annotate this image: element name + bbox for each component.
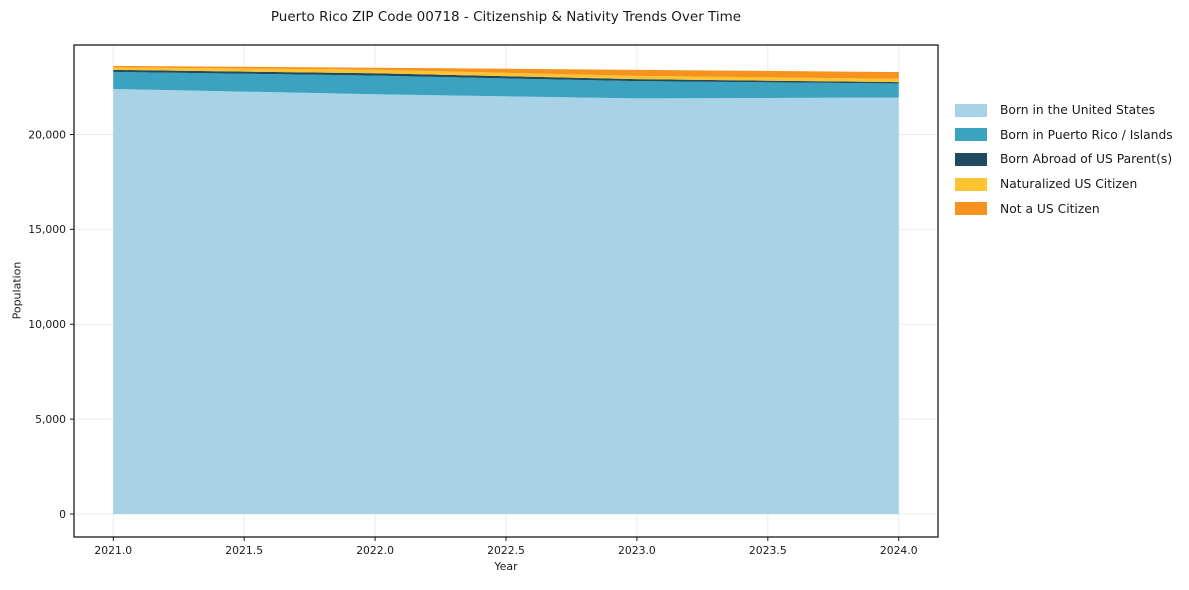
y-tick-label: 15,000 [28,223,66,236]
area-series-4 [113,65,899,79]
y-tick-label: 10,000 [28,318,66,331]
y-tick-label: 0 [59,508,66,521]
legend-item: Naturalized US Citizen [955,172,1173,197]
x-tick-label: 2021.5 [225,544,263,557]
legend-item: Born Abroad of US Parent(s) [955,147,1173,172]
y-tick-label: 20,000 [28,128,66,141]
legend-swatch-born-in-us [955,103,987,117]
x-tick-label: 2022.0 [356,544,394,557]
x-tick-label: 2023.5 [749,544,787,557]
legend-swatch-born-abroad [955,152,987,166]
legend-swatch-naturalized [955,177,987,191]
legend-label: Not a US Citizen [1000,201,1100,216]
x-axis-label: Year [494,560,518,573]
y-axis-label: Population [10,261,24,320]
x-tick-label: 2022.5 [487,544,525,557]
area-series-3 [113,67,899,83]
legend-label: Born in the United States [1000,103,1155,118]
legend-item: Born in Puerto Rico / Islands [955,123,1173,148]
legend-swatch-not-citizen [955,202,987,216]
area-series-1 [113,71,899,99]
chart-title: Puerto Rico ZIP Code 00718 - Citizenship… [270,9,742,25]
x-tick-label: 2024.0 [880,544,918,557]
legend-item: Born in the United States [955,98,1173,123]
area-series-2 [113,69,899,84]
x-tick-label: 2021.0 [94,544,132,557]
legend-label: Naturalized US Citizen [1000,177,1138,192]
y-tick-label: 5,000 [35,413,66,426]
legend: Born in the United States Born in Puerto… [955,98,1173,221]
x-tick-label: 2023.0 [618,544,656,557]
legend-label: Born in Puerto Rico / Islands [1000,127,1173,142]
legend-swatch-born-in-pr [955,128,987,142]
area-series-0 [113,88,899,515]
legend-label: Born Abroad of US Parent(s) [1000,152,1173,167]
legend-item: Not a US Citizen [955,196,1173,221]
